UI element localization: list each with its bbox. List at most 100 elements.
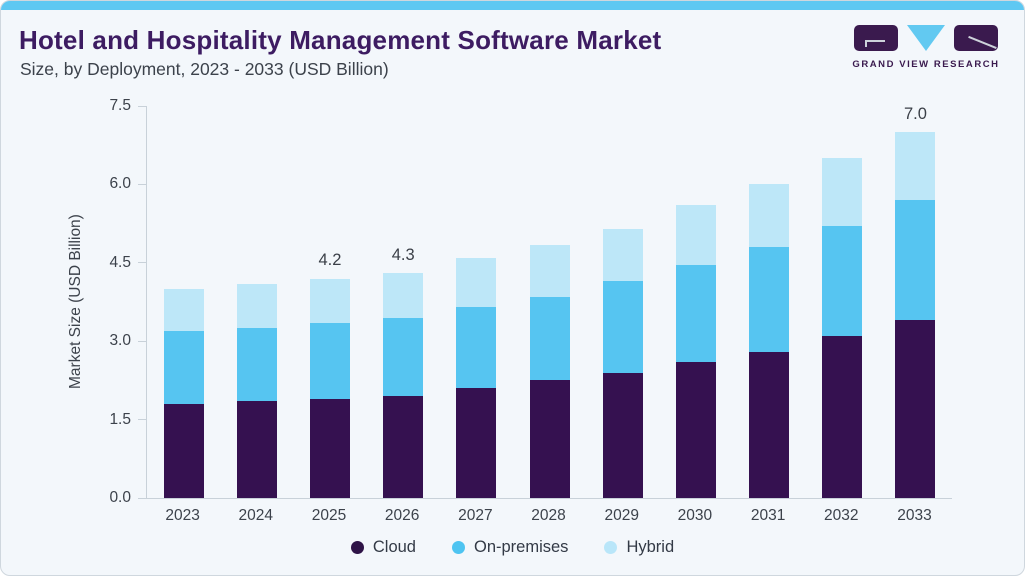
x-label-2027: 2027 [458, 507, 493, 524]
page-title: Hotel and Hospitality Management Softwar… [19, 25, 662, 55]
x-label-2023: 2023 [165, 507, 200, 524]
bar-segment-hybrid-2026 [383, 273, 424, 318]
x-label-2026: 2026 [384, 507, 420, 524]
plot-area: 4.2 4.3 7.0 0.0 1.5 3.0 4.5 6.0 7.5 [109, 97, 952, 506]
bar-value-label-2025: 4.2 [318, 251, 342, 270]
bar-segment-hybrid-2025 [309, 278, 350, 323]
bar-segment-cloud-2031 [749, 351, 790, 498]
x-label-2028: 2028 [531, 507, 566, 524]
chart-legend: Cloud On-premises Hybrid [1, 538, 1024, 557]
y-tick-label-4.5: 4.5 [109, 253, 131, 271]
bar-segment-on-premises-2026 [383, 317, 424, 397]
grand-view-research-logo: GRAND VIEW RESEARCH [851, 25, 1001, 70]
bar-column-2032 [806, 158, 879, 498]
bar-column-2025: 4.2 [293, 251, 366, 498]
bar-segment-cloud-2023 [163, 403, 204, 498]
y-tick-mark-0.0 [138, 497, 147, 499]
top-accent-strip [1, 1, 1024, 10]
bar-segment-cloud-2024 [236, 401, 277, 498]
x-label-2031: 2031 [750, 507, 786, 524]
bar-segment-on-premises-2029 [602, 281, 643, 373]
bar-segment-on-premises-2023 [163, 330, 204, 404]
bar-column-2028 [513, 244, 586, 498]
bar-column-2027 [440, 257, 513, 498]
x-label-2032: 2032 [824, 507, 859, 524]
bar-segment-on-premises-2028 [529, 296, 570, 381]
legend-item-on-premises: On-premises [451, 538, 569, 557]
logo-marks [851, 25, 1001, 52]
x-label-2033: 2033 [897, 507, 932, 524]
bar-column-2023 [147, 288, 220, 498]
y-tick-mark-1.5 [138, 419, 147, 421]
legend-item-hybrid: Hybrid [604, 538, 674, 557]
bar-segment-on-premises-2031 [749, 247, 790, 352]
bar-segment-hybrid-2024 [236, 283, 277, 329]
bar-stack-2028 [529, 244, 570, 498]
bar-segment-on-premises-2030 [675, 265, 716, 363]
page-subtitle: Size, by Deployment, 2023 - 2033 (USD Bi… [20, 59, 389, 79]
x-label-2029: 2029 [604, 507, 639, 524]
bar-segment-hybrid-2031 [749, 184, 790, 248]
legend-dot-icon [604, 541, 618, 554]
logo-r-icon [954, 25, 998, 51]
legend-dot-icon [451, 541, 465, 554]
bar-segment-hybrid-2027 [456, 257, 497, 308]
bar-segment-hybrid-2033 [895, 132, 936, 201]
bar-value-label-2026: 4.3 [391, 246, 415, 265]
bar-column-2031 [733, 184, 806, 498]
legend-label: Hybrid [626, 538, 675, 556]
y-tick-label-3.0: 3.0 [109, 332, 131, 350]
bar-stack-2025 [309, 278, 350, 498]
logo-wordmark: GRAND VIEW RESEARCH [852, 59, 1000, 70]
bar-segment-hybrid-2028 [529, 244, 570, 297]
bars-container: 4.2 4.3 7.0 [147, 105, 952, 498]
bar-segment-cloud-2025 [309, 398, 350, 498]
y-tick-label-0.0: 0.0 [109, 489, 131, 506]
x-label-2025: 2025 [311, 507, 347, 524]
bar-segment-on-premises-2033 [895, 200, 936, 321]
bar-segment-hybrid-2032 [822, 158, 863, 227]
bar-segment-cloud-2027 [456, 388, 497, 498]
x-label-2030: 2030 [677, 507, 713, 524]
bar-stack-2026 [383, 273, 424, 498]
bar-segment-hybrid-2029 [602, 228, 643, 282]
bar-column-2029 [586, 228, 659, 498]
bar-value-label-2033: 7.0 [904, 105, 927, 124]
y-tick-mark-3.0 [138, 340, 147, 342]
y-tick-label-7.5: 7.5 [109, 97, 131, 114]
bar-stack-2030 [675, 205, 716, 498]
bar-column-2024 [220, 283, 293, 498]
x-axis-labels: 2023 2024 2025 2026 2027 2028 2029 2030 2031 2032… [146, 507, 951, 525]
bar-segment-on-premises-2032 [822, 226, 863, 336]
logo-g-icon [854, 25, 898, 51]
legend-label: Cloud [372, 538, 416, 556]
bar-segment-cloud-2029 [602, 372, 643, 498]
y-tick-mark-6.0 [138, 183, 147, 185]
legend-label: On-premises [473, 538, 569, 556]
y-tick-label-1.5: 1.5 [109, 410, 131, 428]
y-tick-label-6.0: 6.0 [109, 175, 131, 193]
bar-stack-2029 [602, 228, 643, 498]
legend-item-cloud: Cloud [350, 538, 416, 557]
x-label-2024: 2024 [238, 507, 274, 524]
legend-dot-icon [350, 541, 364, 554]
bar-stack-2023 [163, 288, 204, 498]
y-tick-mark-7.5 [138, 105, 147, 107]
bar-stack-2033 [895, 132, 936, 498]
bar-column-2026: 4.3 [367, 246, 440, 498]
bar-segment-cloud-2033 [895, 320, 936, 498]
bar-segment-cloud-2026 [383, 396, 424, 498]
bar-segment-hybrid-2023 [163, 288, 204, 331]
bar-segment-cloud-2032 [822, 335, 863, 498]
bar-column-2033: 7.0 [879, 105, 952, 498]
bar-segment-hybrid-2030 [675, 205, 716, 266]
bar-segment-on-premises-2027 [456, 307, 497, 389]
y-axis-title: Market Size (USD Billion) [67, 214, 84, 390]
bar-stack-2024 [236, 283, 277, 498]
bar-segment-on-premises-2024 [236, 328, 277, 402]
logo-v-triangle-icon [907, 25, 945, 51]
y-tick-mark-4.5 [138, 262, 147, 264]
bar-stack-2032 [822, 158, 863, 498]
bar-stack-2031 [749, 184, 790, 498]
